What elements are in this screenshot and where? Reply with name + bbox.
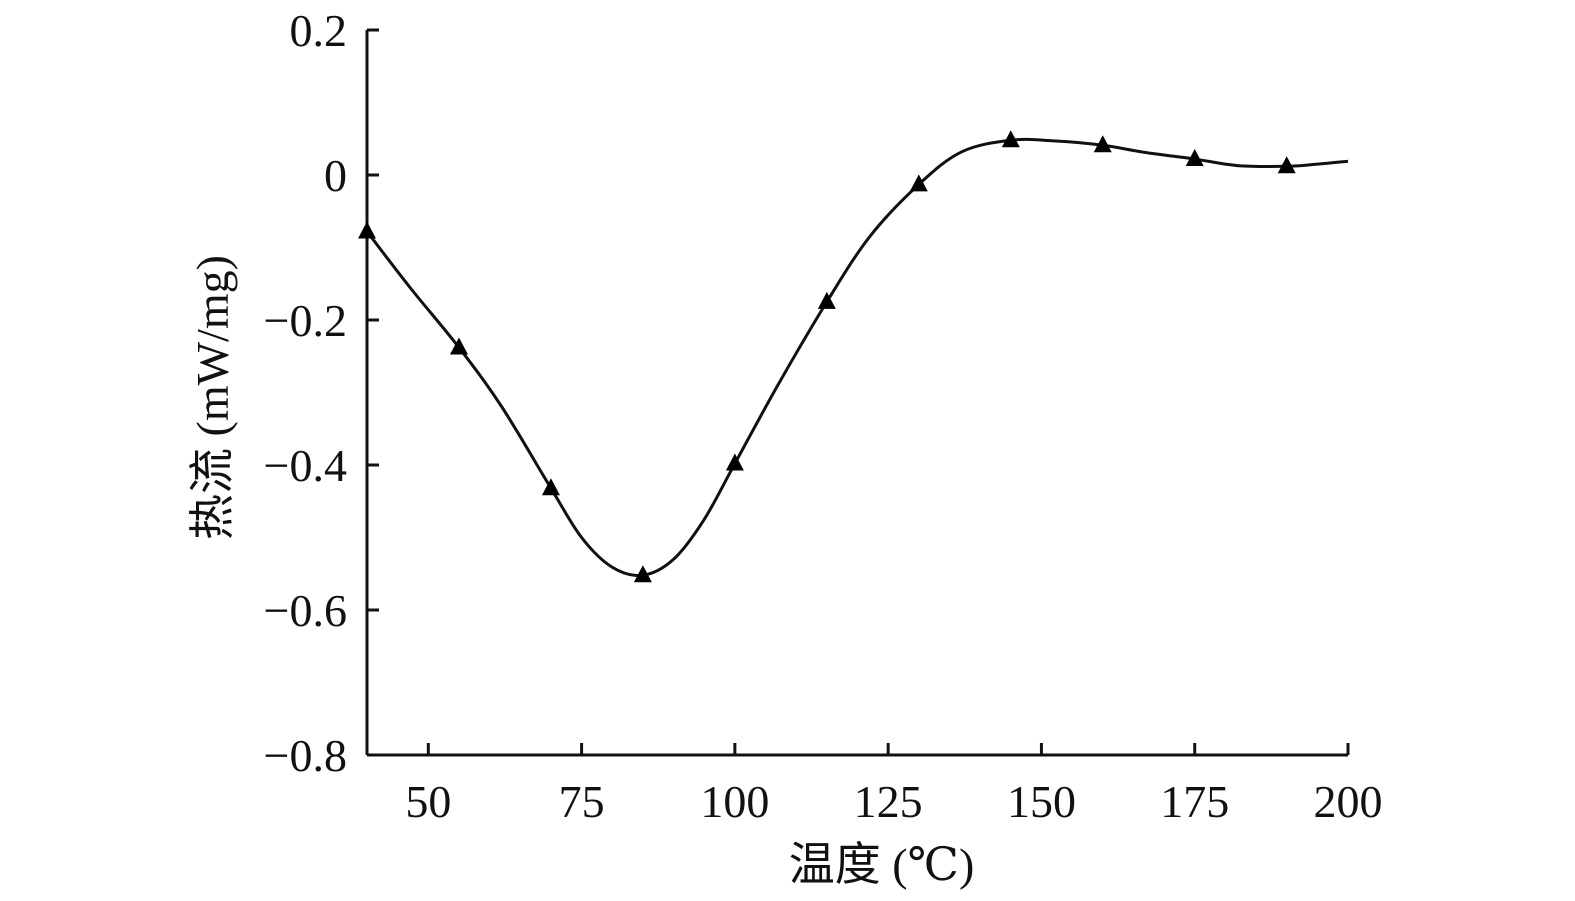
y-axis-title: 热流 (mW/mg) — [187, 255, 238, 540]
x-tick-label: 175 — [1160, 776, 1229, 827]
data-point-triangle-marker — [449, 337, 468, 355]
heat-flow-series-line — [365, 137, 1349, 577]
data-point-triangle-marker — [1001, 130, 1020, 148]
data-point-triangle-marker — [541, 478, 560, 496]
data-point-triangle-marker — [1093, 135, 1112, 153]
y-tick-label: −0.6 — [264, 585, 347, 636]
series-markers — [358, 130, 1296, 583]
x-tick-label: 100 — [700, 776, 769, 827]
data-point-triangle-marker — [817, 291, 836, 309]
x-tick-label: 150 — [1007, 776, 1076, 827]
data-point-triangle-marker — [1185, 149, 1204, 167]
x-tick-label: 125 — [854, 776, 923, 827]
x-axis-title: 温度 (℃) — [789, 839, 975, 890]
x-tick-label: 75 — [559, 776, 605, 827]
x-axis-ticks: 50 75 100 125 150 175 200 — [405, 743, 1383, 827]
y-tick-label: 0.2 — [290, 5, 348, 56]
data-point-triangle-marker — [1277, 156, 1296, 174]
data-point-triangle-marker — [633, 565, 652, 583]
data-point-triangle-marker — [909, 174, 928, 192]
y-tick-label: 0 — [324, 150, 347, 201]
data-point-triangle-marker — [358, 221, 376, 239]
y-tick-label: −0.8 — [264, 730, 347, 781]
x-tick-label: 50 — [405, 776, 451, 827]
data-point-triangle-marker — [725, 453, 744, 471]
x-tick-label: 200 — [1314, 776, 1383, 827]
y-tick-label: −0.2 — [264, 295, 347, 346]
y-axis-ticks: 0.2 0 −0.2 −0.4 −0.6 −0.8 — [264, 5, 379, 781]
y-tick-label: −0.4 — [264, 440, 347, 491]
